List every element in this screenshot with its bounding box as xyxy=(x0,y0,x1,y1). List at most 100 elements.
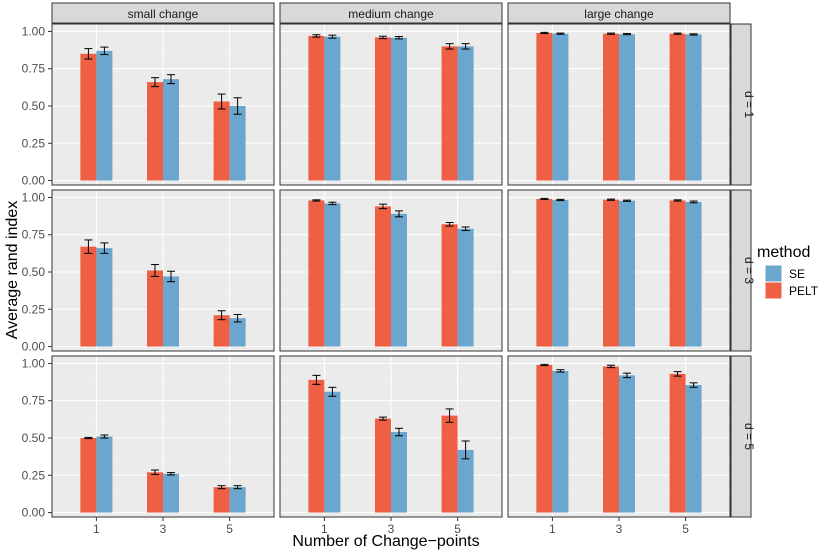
bar-se-1 xyxy=(324,36,341,181)
bar-se-3 xyxy=(391,37,407,181)
y-tick-label: 1.00 xyxy=(22,190,46,204)
row-strip-d-5: d = 5 xyxy=(730,355,756,518)
error-bar-pelt-3 xyxy=(151,469,159,476)
panel-d-5-small-change xyxy=(51,355,275,518)
bar-pelt-5 xyxy=(669,373,686,513)
bar-se-1 xyxy=(552,199,569,347)
row-strip-bg xyxy=(730,355,752,518)
column-strip-bg xyxy=(279,2,503,24)
y-tick-label: 0.25 xyxy=(22,468,46,482)
y-tick-label: 1.00 xyxy=(22,24,46,38)
bar-pelt-1 xyxy=(80,437,97,513)
panel-border xyxy=(279,189,503,352)
error-bar-se-3 xyxy=(395,427,403,437)
error-bar-pelt-5 xyxy=(673,371,682,377)
column-strip-small-change: small change xyxy=(51,2,275,24)
bar-se-5 xyxy=(685,385,702,513)
bar-se-3 xyxy=(163,276,179,347)
error-bar-pelt-3 xyxy=(379,35,387,40)
error-bar-pelt-5 xyxy=(673,32,682,35)
error-bar-se-1 xyxy=(100,242,109,254)
bar-se-5 xyxy=(229,318,246,347)
error-bar-se-3 xyxy=(395,210,403,218)
error-bar-se-5 xyxy=(689,200,698,204)
error-bar-pelt-3 xyxy=(379,416,387,421)
bar-se-3 xyxy=(619,200,635,347)
error-bar-pelt-3 xyxy=(607,32,615,35)
error-bar-pelt-1 xyxy=(540,363,549,367)
error-bar-se-1 xyxy=(556,369,565,373)
strips-layer: small change medium change large change d =… xyxy=(51,2,756,518)
bar-se-5 xyxy=(685,201,702,347)
error-bar-pelt-5 xyxy=(217,93,226,110)
column-strip-label: small change xyxy=(128,7,199,21)
panel-d-1-large-change xyxy=(507,23,731,186)
error-bar-se-5 xyxy=(689,33,698,36)
column-strip-bg xyxy=(51,2,275,24)
error-bar-pelt-5 xyxy=(445,221,454,227)
x-tick-label: 3 xyxy=(160,522,167,536)
y-tick-label: 0.25 xyxy=(22,136,46,150)
y-axis-title: Average rand index xyxy=(4,201,21,339)
error-bar-pelt-5 xyxy=(217,310,226,321)
bar-pelt-5 xyxy=(213,101,230,181)
error-bar-pelt-1 xyxy=(540,197,549,201)
error-bar-se-5 xyxy=(461,226,470,232)
bar-pelt-5 xyxy=(441,46,458,181)
bar-pelt-1 xyxy=(80,53,97,181)
bar-se-5 xyxy=(685,34,702,181)
bar-pelt-5 xyxy=(213,315,230,347)
error-bar-se-1 xyxy=(556,32,565,35)
error-bar-pelt-5 xyxy=(673,199,682,202)
bar-pelt-3 xyxy=(147,270,163,347)
column-strip-medium-change: medium change xyxy=(279,2,503,24)
bar-pelt-3 xyxy=(603,33,619,181)
column-strip-large-change: large change xyxy=(507,2,731,24)
bar-se-5 xyxy=(457,46,474,181)
bar-se-1 xyxy=(324,203,341,347)
error-bar-se-5 xyxy=(233,97,242,115)
bar-pelt-3 xyxy=(147,82,163,181)
row-strip-d-1: d = 1 xyxy=(730,23,756,186)
bar-se-3 xyxy=(163,473,179,513)
bar-se-1 xyxy=(96,50,113,181)
error-bar-se-5 xyxy=(233,485,242,490)
legend-title: method xyxy=(757,244,810,261)
error-bar-se-1 xyxy=(328,201,337,206)
panel-border xyxy=(507,23,731,186)
bar-pelt-5 xyxy=(669,33,686,181)
x-tick-label: 5 xyxy=(454,522,461,536)
panel-border xyxy=(51,23,275,186)
panel-d-5-large-change xyxy=(507,355,731,518)
error-bar-se-3 xyxy=(167,270,175,283)
bar-pelt-1 xyxy=(308,200,325,347)
error-bar-se-3 xyxy=(395,36,403,40)
y-tick-label: 0.25 xyxy=(22,302,46,316)
row-strip-d-3: d = 3 xyxy=(730,189,756,352)
row-strip-label: d = 3 xyxy=(742,257,756,284)
x-tick-label: 3 xyxy=(388,522,395,536)
y-tick-label: 0.50 xyxy=(22,265,46,279)
error-bar-pelt-3 xyxy=(151,264,159,277)
error-bar-pelt-1 xyxy=(312,199,321,202)
bar-pelt-5 xyxy=(213,487,230,513)
bar-se-3 xyxy=(619,375,635,513)
y-tick-label: 0.00 xyxy=(22,340,46,354)
x-tick-label: 1 xyxy=(549,522,556,536)
bar-pelt-3 xyxy=(375,418,391,513)
error-bar-pelt-5 xyxy=(445,43,454,50)
column-strip-bg xyxy=(507,2,731,24)
bar-pelt-1 xyxy=(536,198,553,347)
bar-pelt-3 xyxy=(147,472,163,513)
error-bar-se-1 xyxy=(100,46,109,56)
bar-pelt-3 xyxy=(375,37,391,181)
panel-border xyxy=(507,189,731,352)
row-strip-label: d = 1 xyxy=(742,91,756,118)
bar-pelt-1 xyxy=(80,246,97,347)
y-tick-label: 0.75 xyxy=(22,62,46,76)
bar-pelt-3 xyxy=(603,366,619,513)
bar-se-1 xyxy=(96,436,113,513)
y-tick-label: 0.00 xyxy=(22,506,46,520)
error-bar-pelt-5 xyxy=(217,485,226,490)
